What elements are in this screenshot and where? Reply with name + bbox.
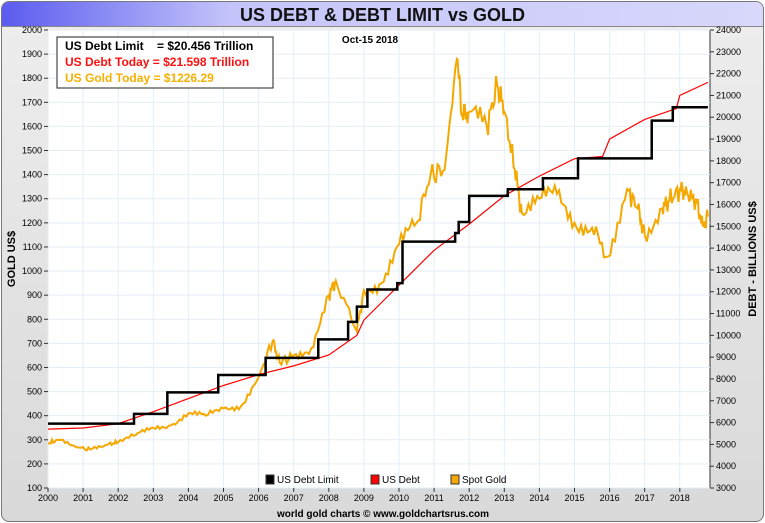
- x-tick-label: 2016: [600, 493, 620, 503]
- y2-tick-label: 15000: [716, 221, 741, 231]
- x-tick-label: 2011: [424, 493, 443, 503]
- y2-tick-label: 9000: [716, 352, 736, 362]
- y-tick-label: 1800: [22, 73, 42, 83]
- y-tick-label: 500: [27, 387, 42, 397]
- footer-credit: world gold charts © www.goldchartsrus.co…: [276, 509, 489, 520]
- x-tick-label: 2017: [635, 493, 655, 503]
- x-tick-label: 2005: [213, 493, 233, 503]
- y-tick-label: 1700: [22, 97, 42, 107]
- x-tick-label: 2015: [564, 493, 584, 503]
- x-tick-label: 2008: [319, 493, 339, 503]
- y2-tick-label: 16000: [716, 199, 741, 209]
- y2-tick-label: 10000: [716, 330, 741, 340]
- y-tick-label: 1300: [22, 194, 42, 204]
- legend-swatch: [450, 474, 460, 485]
- y2-tick-label: 3000: [716, 483, 736, 493]
- x-tick-label: 2013: [494, 493, 514, 503]
- title-bar: US DEBT & DEBT LIMIT vs GOLD: [2, 2, 763, 27]
- y-tick-label: 700: [27, 338, 42, 348]
- y-tick-label: 400: [27, 411, 42, 421]
- y-tick-label: 1900: [22, 49, 42, 59]
- info-gold-today: US Gold Today = $1226.29: [65, 71, 214, 85]
- series-us-debt-limit: [48, 106, 708, 425]
- y-tick-label: 800: [27, 314, 42, 324]
- y2-tick-label: 21000: [716, 90, 741, 100]
- y-tick-label: 600: [27, 362, 42, 372]
- y-tick-label: 1600: [22, 121, 42, 131]
- x-tick-label: 2002: [108, 493, 128, 503]
- x-tick-label: 2012: [459, 493, 479, 503]
- y-tick-label: 1400: [22, 170, 42, 180]
- y2-tick-label: 17000: [716, 178, 741, 188]
- legend: US Debt Limit US Debt Spot Gold: [265, 474, 506, 486]
- y2-tick-label: 6000: [716, 418, 736, 428]
- y-tick-label: 200: [27, 459, 42, 469]
- y-tick-label: 1500: [22, 146, 42, 156]
- y2-tick-label: 11000: [716, 309, 740, 319]
- x-tick-label: 2000: [38, 493, 58, 503]
- date-label: Oct-15 2018: [342, 35, 399, 46]
- y2-tick-label: 8000: [716, 374, 736, 384]
- y-tick-label: 1000: [22, 266, 42, 276]
- y2-tick-label: 13000: [716, 265, 741, 275]
- x-tick-label: 2009: [354, 493, 374, 503]
- y-tick-label: 300: [27, 435, 42, 445]
- y2-tick-label: 20000: [716, 112, 741, 122]
- y2-tick-label: 19000: [716, 134, 741, 144]
- y-tick-label: 1200: [22, 218, 42, 228]
- info-debt-today: US Debt Today = $21.598 Trillion: [65, 55, 249, 69]
- y-tick-label: 1100: [23, 242, 42, 252]
- y-tick-label: 100: [27, 483, 42, 493]
- plot-area: [47, 29, 711, 489]
- x-tick-label: 2018: [670, 493, 690, 503]
- legend-label: US Debt: [382, 475, 420, 486]
- y2-tick-label: 5000: [716, 439, 736, 449]
- y2-tick-label: 18000: [716, 156, 741, 166]
- y2-axis-label: DEBT - BILLIONS US$: [747, 201, 759, 317]
- y2-tick-label: 12000: [716, 287, 741, 297]
- legend-swatch: [265, 474, 275, 485]
- series-spot-gold: [47, 56, 709, 452]
- y2-tick-label: 22000: [716, 69, 741, 79]
- y-tick-label: 2000: [22, 25, 42, 35]
- info-debt-limit: US Debt Limit = $20.456 Trillion: [65, 39, 253, 53]
- x-tick-label: 2014: [529, 493, 549, 503]
- x-tick-label: 2003: [143, 493, 163, 503]
- legend-swatch: [370, 474, 380, 485]
- y2-tick-label: 14000: [716, 243, 741, 253]
- x-tick-label: 2006: [249, 493, 269, 503]
- y-axis-label: GOLD US$: [6, 231, 18, 287]
- legend-label: Spot Gold: [462, 475, 506, 486]
- y2-tick-label: 23000: [716, 47, 741, 57]
- y-tick-label: 900: [27, 290, 42, 300]
- x-tick-label: 2004: [178, 493, 198, 503]
- info-box: [56, 36, 274, 89]
- legend-label: US Debt Limit: [277, 475, 339, 486]
- y2-tick-label: 7000: [716, 396, 736, 406]
- chart-title: US DEBT & DEBT LIMIT vs GOLD: [239, 5, 525, 25]
- y2-tick-label: 4000: [716, 461, 736, 471]
- x-tick-label: 2001: [73, 493, 93, 503]
- x-tick-label: 2007: [284, 493, 304, 503]
- x-tick-label: 2010: [389, 493, 409, 503]
- series-us-debt: [47, 81, 709, 430]
- y2-tick-label: 24000: [716, 25, 741, 35]
